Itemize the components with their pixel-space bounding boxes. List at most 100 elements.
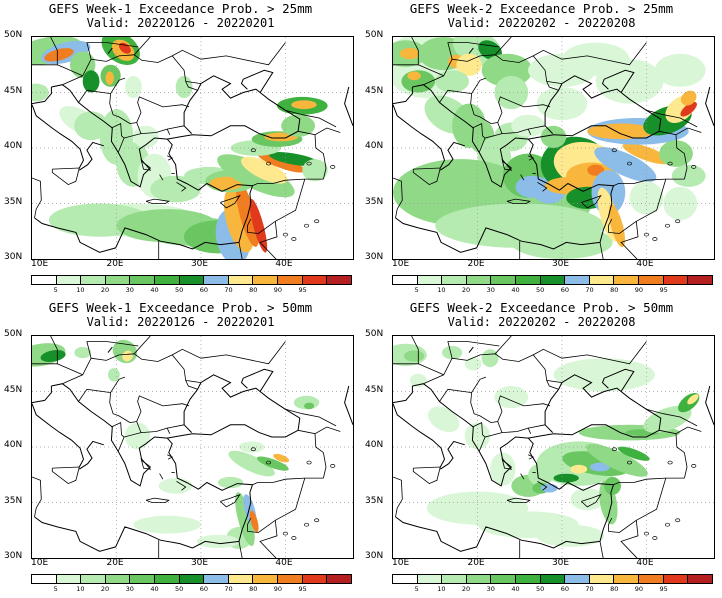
colorbar [31, 574, 352, 584]
precip-field [32, 339, 320, 550]
colorbar-label: 50 [536, 585, 545, 593]
country-border [185, 81, 201, 84]
probability-map [392, 335, 715, 559]
coastline [344, 385, 353, 425]
precip-field [393, 343, 700, 547]
probability-contour [435, 70, 469, 93]
country-border [607, 517, 613, 532]
colorbar-swatch [442, 276, 467, 284]
latitude-label: 35N [365, 196, 384, 207]
colorbar-swatch [302, 575, 328, 583]
island-outline [140, 158, 152, 171]
country-border [620, 520, 639, 558]
latitude-label: 30N [4, 551, 23, 561]
colorbar-swatch [393, 276, 418, 284]
lake-outline [675, 518, 681, 523]
island-outline [140, 457, 152, 470]
latitude-label: 30N [365, 252, 384, 262]
probability-contour [680, 90, 697, 106]
probability-contour [643, 405, 692, 433]
country-border [246, 517, 252, 532]
country-border [546, 81, 562, 84]
coastline [528, 125, 660, 140]
country-border [528, 424, 546, 429]
latitude-label: 50N [365, 329, 384, 339]
country-border [599, 541, 604, 558]
longitude-label: 10E [392, 259, 410, 269]
lake-outline [330, 165, 336, 169]
colorbar-label: 10 [437, 286, 446, 294]
island-outline [167, 155, 174, 161]
country-border [259, 221, 278, 259]
colorbar-swatch [466, 575, 492, 583]
island-outline [412, 466, 441, 485]
probability-contour [217, 476, 244, 489]
probability-contour [595, 59, 664, 104]
colorbar-swatch [516, 575, 541, 583]
country-border [546, 380, 562, 383]
country-border [259, 520, 278, 558]
latitude-label: 50N [365, 30, 384, 40]
probability-contour [302, 159, 328, 182]
colorbar-label: 70 [585, 585, 594, 593]
colorbar-label: 10 [76, 585, 85, 593]
country-border [497, 122, 503, 134]
colorbar-label: 95 [298, 286, 307, 294]
lake-outline [652, 237, 658, 241]
lake-outline [306, 161, 312, 166]
longitude-label: 30E [551, 558, 570, 568]
country-border [314, 433, 327, 468]
lake-outline [667, 161, 673, 166]
coastline [32, 386, 52, 404]
longitude-label: 20E [106, 259, 124, 269]
country-border [494, 336, 512, 355]
island-outline [501, 457, 513, 470]
country-border [247, 178, 306, 234]
coastline [601, 368, 635, 392]
colorbar-swatch [565, 575, 590, 583]
country-border [136, 421, 142, 433]
probability-contour [490, 452, 516, 486]
lake-outline [664, 522, 671, 527]
coastline [240, 368, 274, 392]
coastline [705, 385, 714, 425]
coastline [544, 75, 662, 134]
colorbar-swatch [228, 276, 254, 284]
coastline [395, 383, 615, 552]
country-border [185, 380, 201, 383]
colorbar-label: 30 [486, 286, 495, 294]
probability-contour [586, 443, 648, 477]
island-outline [520, 174, 525, 181]
country-border [528, 125, 546, 130]
probability-map [392, 36, 715, 260]
colorbar-swatch [81, 276, 106, 284]
panel-title: GEFS Week-1 Exceedance Prob. > 50mm [48, 300, 313, 315]
country-border [133, 336, 151, 355]
colorbar-label: 20 [461, 286, 471, 294]
coastline [344, 86, 353, 126]
latitude-label: 45N [365, 384, 384, 395]
lake-outline [626, 460, 633, 465]
country-border [675, 433, 688, 468]
probability-contour [196, 534, 239, 549]
probability-contour [133, 125, 159, 148]
country-border [323, 167, 327, 180]
country-border [418, 64, 444, 77]
country-border [447, 42, 500, 60]
lake-outline [282, 232, 288, 237]
country-border [607, 218, 613, 233]
probability-contour [680, 101, 697, 117]
latitude-label: 40N [4, 141, 23, 151]
island-outline [167, 454, 174, 460]
lake-outline [330, 464, 336, 468]
colorbar-swatch [32, 575, 57, 583]
country-border [494, 37, 512, 56]
country-border [117, 137, 125, 153]
colorbar-label: 95 [298, 585, 307, 593]
country-border [314, 134, 327, 169]
country-border [533, 42, 647, 66]
colorbar-label: 60 [560, 286, 569, 294]
colorbar-label: 5 [53, 585, 58, 593]
lake-outline [303, 223, 310, 228]
probability-contour [511, 114, 546, 137]
